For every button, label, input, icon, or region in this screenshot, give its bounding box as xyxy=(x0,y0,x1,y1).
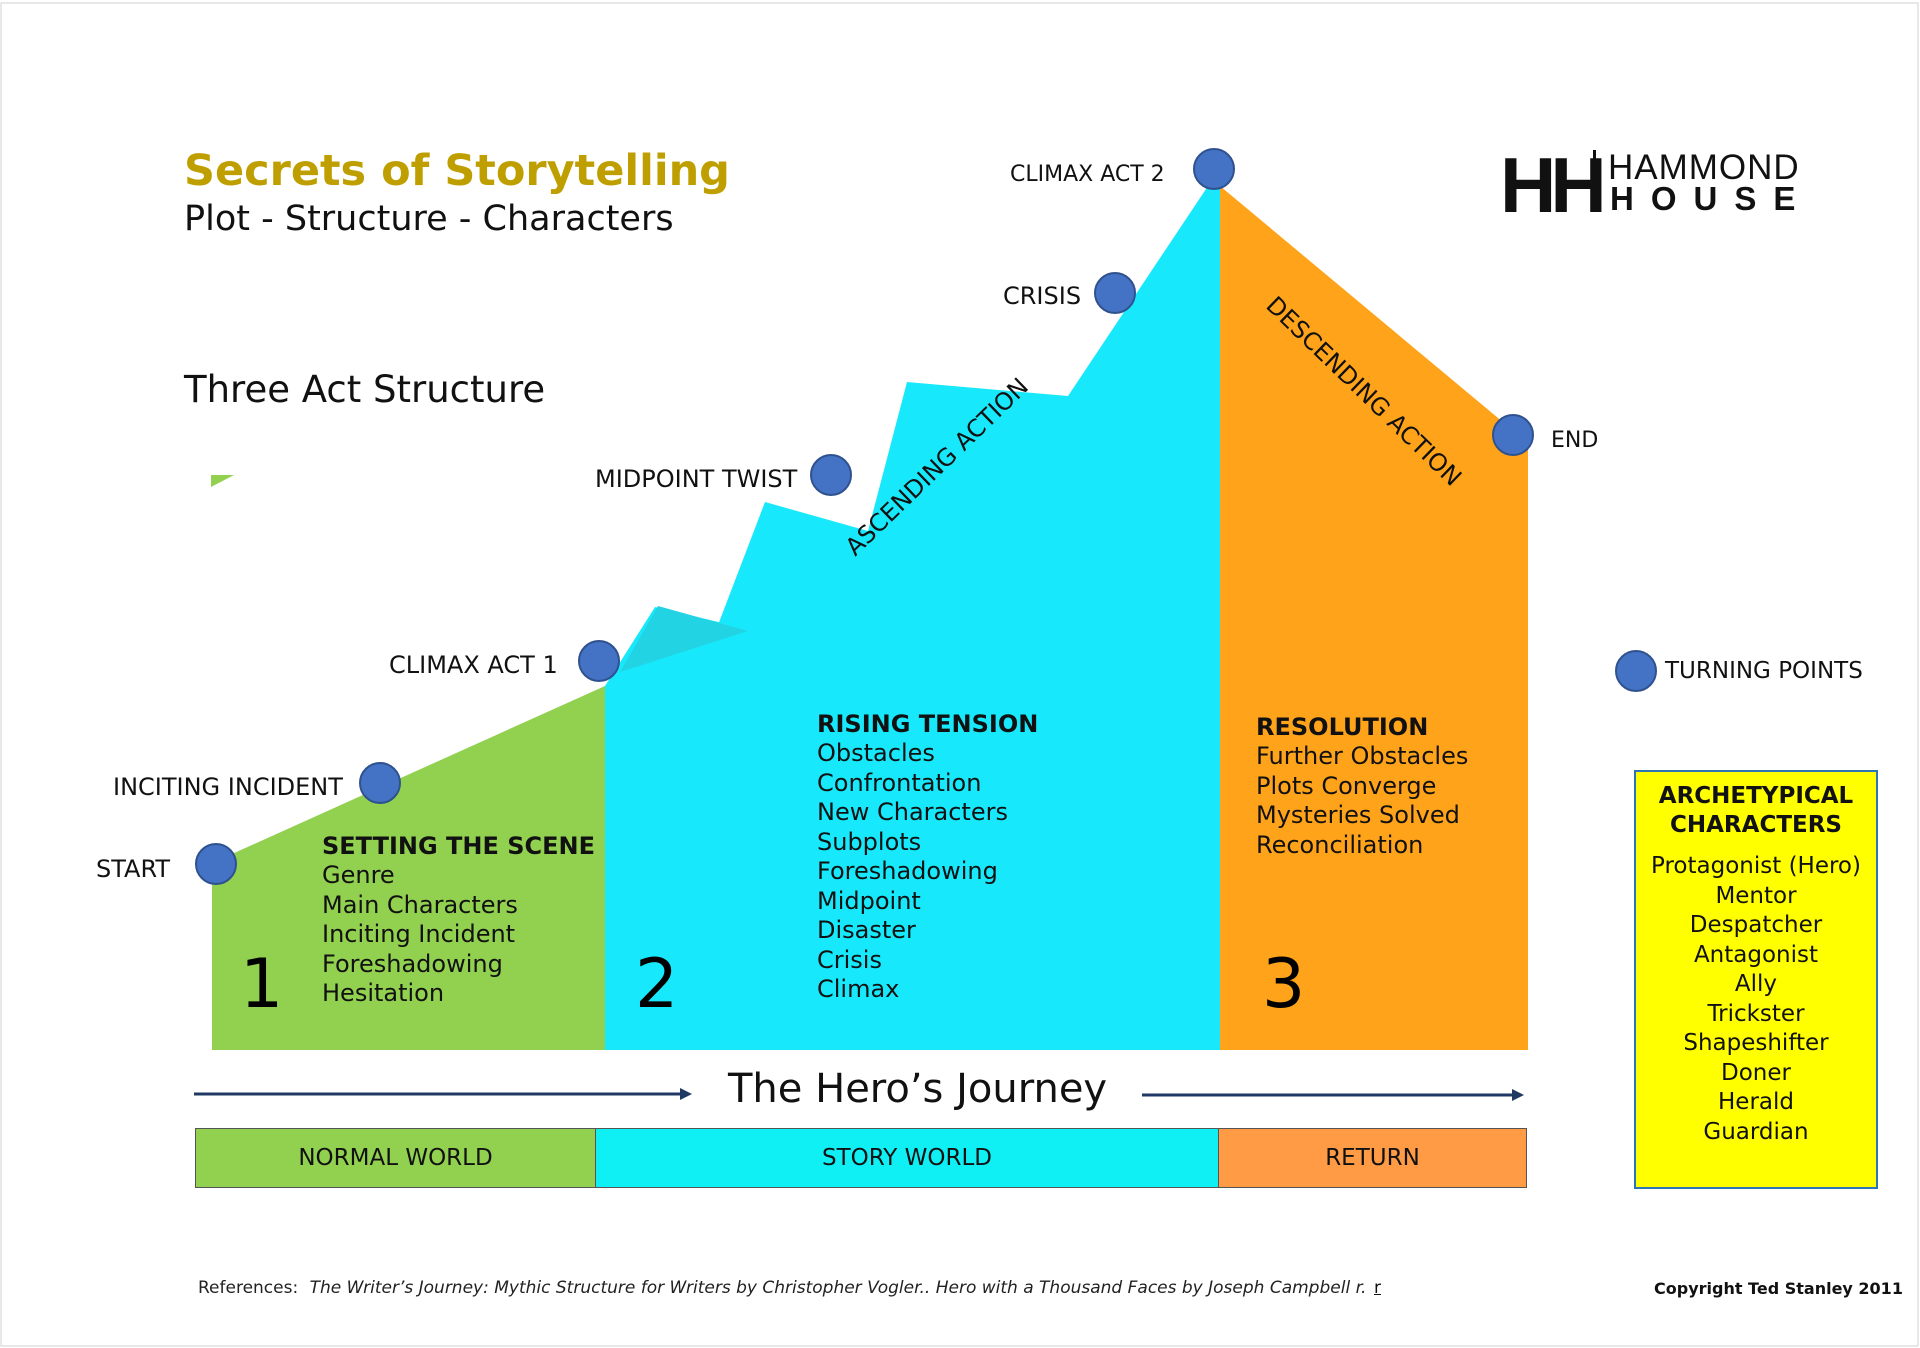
section-label: Three Act Structure xyxy=(184,368,546,411)
list-item: Protagonist (Hero) xyxy=(1651,853,1861,879)
list-item: Guardian xyxy=(1703,1118,1809,1145)
label-midpoint-twist: MIDPOINT TWIST xyxy=(595,465,798,493)
list-item: Antagonist xyxy=(1693,941,1819,968)
list-item: Subplots xyxy=(817,827,922,856)
act-1-list: Genre Main Characters Inciting Incident … xyxy=(322,861,518,1009)
list-item: Midpoint xyxy=(817,886,921,915)
list-item: Ally xyxy=(1734,971,1778,997)
legend-turning-points-label: TURNING POINTS xyxy=(1665,658,1863,684)
act-2-list: Obstacles Confrontation New Characters S… xyxy=(817,739,1008,1005)
list-item: Shapeshifter xyxy=(1683,1030,1829,1056)
turning-point-climax2-marker xyxy=(1193,148,1235,190)
logo-monogram: HH xyxy=(1500,141,1607,229)
band-return: RETURN xyxy=(1218,1128,1527,1188)
list-item: Climax xyxy=(817,975,900,1003)
label-climax-act-1: CLIMAX ACT 1 xyxy=(389,651,558,679)
list-item: Inciting Incident xyxy=(322,920,516,948)
list-item: Plots Converge xyxy=(1256,771,1437,800)
list-item: Disaster xyxy=(817,916,916,944)
act-2-highlight xyxy=(620,606,748,672)
list-item: Despatcher xyxy=(1689,912,1823,938)
journey-title: The Hero’s Journey xyxy=(728,1066,1108,1112)
list-item: Crisis xyxy=(817,945,882,974)
list-item: Doner xyxy=(1721,1059,1791,1086)
act-3-list: Further Obstacles Plots Converge Mysteri… xyxy=(1256,742,1468,860)
turning-point-climax1-marker xyxy=(578,640,620,682)
list-item: Genre xyxy=(322,861,395,889)
act-1-heading: SETTING THE SCENE xyxy=(322,832,596,860)
page-title: Secrets of Storytelling xyxy=(184,146,730,196)
list-item: Foreshadowing xyxy=(817,857,998,885)
band-normal-world: NORMAL WORLD xyxy=(195,1128,596,1188)
act-1-number: 1 xyxy=(240,945,284,1024)
logo-line1: HAMMOND xyxy=(1608,148,1800,187)
list-item: Trickster xyxy=(1707,1000,1805,1027)
act-2-area xyxy=(605,186,1220,1050)
turning-point-inciting-marker xyxy=(359,762,401,804)
act-2-number: 2 xyxy=(635,945,679,1024)
label-inciting-incident: INCITING INCIDENT xyxy=(113,773,343,801)
archetypes-title-line1: ARCHETYPICAL xyxy=(1658,783,1854,809)
act-3-heading: RESOLUTION xyxy=(1256,713,1429,741)
journey-arrow-right xyxy=(1142,1089,1524,1101)
turning-point-start-marker xyxy=(195,843,237,885)
label-start: START xyxy=(96,855,171,883)
hammond-house-logo: HH HAMMOND HOUSE xyxy=(1500,141,1810,229)
turning-point-midpoint-marker xyxy=(810,454,852,496)
list-item: Foreshadowing xyxy=(322,949,503,978)
list-item: Main Characters xyxy=(322,890,518,919)
act-1-area xyxy=(212,686,605,1050)
footer-stray-mark: r xyxy=(1374,1278,1381,1298)
footer-references: References: The Writer’s Journey: Mythic… xyxy=(198,1278,1366,1298)
footer-references-label: References: xyxy=(198,1278,299,1298)
label-climax-act-2: CLIMAX ACT 2 xyxy=(1010,162,1165,187)
turning-point-end-marker xyxy=(1492,414,1534,456)
act-3-area xyxy=(1220,186,1528,1050)
journey-arrow-left xyxy=(194,1088,692,1100)
page-subtitle: Plot - Structure - Characters xyxy=(184,199,674,239)
list-item: Mentor xyxy=(1715,882,1797,909)
green-mark xyxy=(211,475,234,487)
act-3-number: 3 xyxy=(1262,945,1306,1024)
list-item: Hesitation xyxy=(322,979,445,1007)
act-2-heading: RISING TENSION xyxy=(817,710,1039,738)
list-item: Mysteries Solved xyxy=(1256,801,1460,829)
band-story-world: STORY WORLD xyxy=(595,1128,1219,1188)
logo-divider xyxy=(1593,150,1596,210)
logo-line2: HOUSE xyxy=(1610,180,1813,217)
list-item: Further Obstacles xyxy=(1256,742,1469,770)
archetypes-title-line2: CHARACTERS xyxy=(1670,812,1842,838)
list-item: New Characters xyxy=(817,798,1008,826)
archetypes-box: ARCHETYPICAL CHARACTERS Protagonist (Her… xyxy=(1634,770,1878,1189)
list-item: Reconciliation xyxy=(1256,830,1424,859)
label-end: END xyxy=(1551,428,1599,453)
label-crisis: CRISIS xyxy=(1003,282,1082,310)
list-item: Confrontation xyxy=(817,768,982,797)
footer-references-text: The Writer’s Journey: Mythic Structure f… xyxy=(309,1278,1367,1298)
turning-point-crisis-marker xyxy=(1094,272,1136,314)
archetypes-list: Protagonist (Hero) Mentor Despatcher Ant… xyxy=(1636,852,1876,1147)
list-item: Obstacles xyxy=(817,739,935,767)
footer-copyright: Copyright Ted Stanley 2011 xyxy=(1654,1279,1903,1298)
list-item: Herald xyxy=(1718,1089,1794,1115)
legend-turning-point-marker xyxy=(1615,650,1657,692)
